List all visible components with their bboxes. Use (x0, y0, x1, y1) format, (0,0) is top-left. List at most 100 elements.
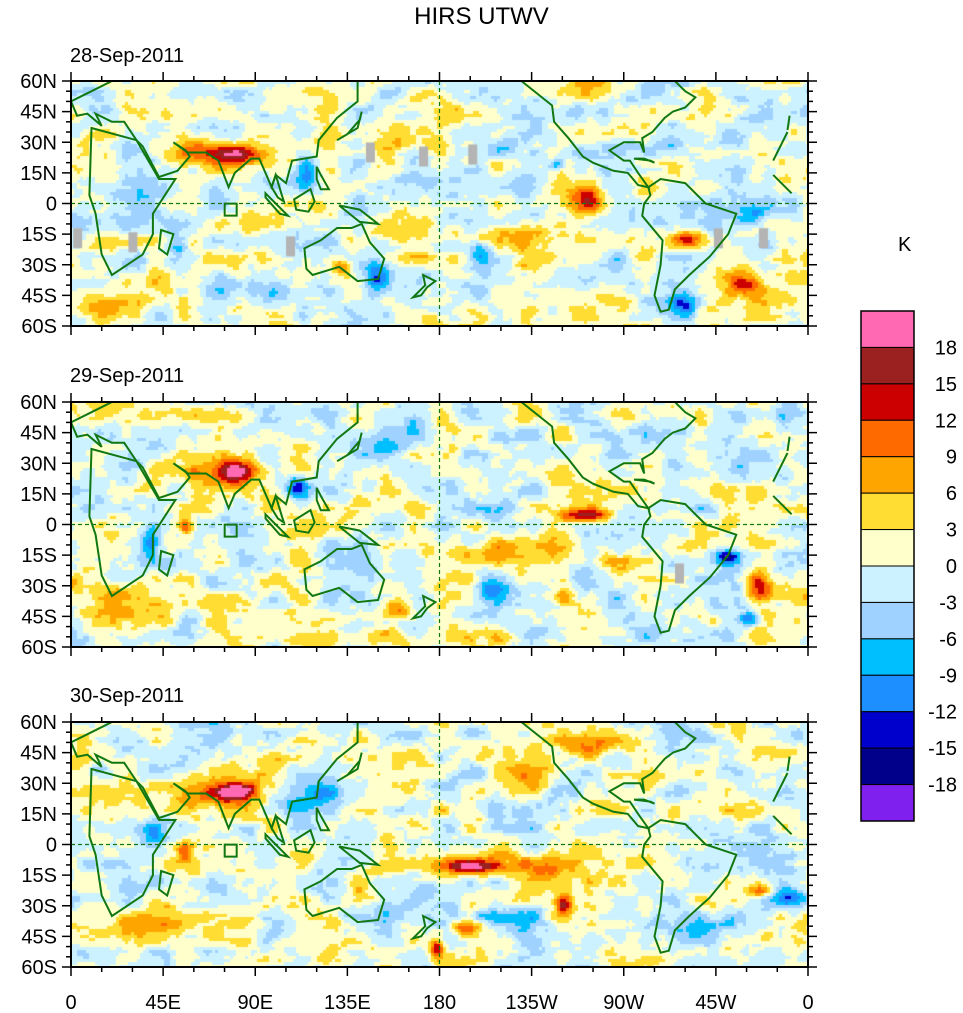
y-tick-label: 15N (20, 484, 57, 506)
y-tick-label: 15S (21, 865, 57, 887)
x-tick-label: 180 (423, 992, 456, 1013)
coastline (270, 812, 286, 845)
coastline (772, 815, 793, 836)
coastline (270, 492, 286, 525)
coastline (88, 767, 178, 918)
coastline (338, 525, 382, 547)
coastline (786, 436, 791, 452)
y-tick-label: 30N (20, 132, 57, 154)
colorbar-label: -3 (939, 592, 957, 614)
coastline (157, 549, 175, 578)
colorbar-swatch (860, 711, 915, 749)
coastline (292, 828, 316, 854)
y-tick-label: 45N (20, 102, 57, 124)
y-tick-label: 30N (20, 453, 57, 475)
coastline (786, 756, 791, 772)
colorbar-swatch (860, 747, 915, 786)
coastline (633, 157, 655, 164)
x-tick-label: 90W (603, 992, 644, 1013)
colorbar-label: 9 (946, 447, 957, 469)
y-tick-label: 60N (20, 71, 57, 93)
x-tick-label: 135W (506, 992, 558, 1013)
coastline (303, 222, 386, 283)
colorbar-label: 6 (946, 483, 957, 505)
y-tick-label: 30S (21, 896, 57, 918)
x-tick-label: 135E (324, 992, 371, 1013)
y-tick-label: 15N (20, 163, 57, 185)
coastline (88, 447, 178, 598)
coastline (88, 126, 178, 277)
coastline (772, 772, 789, 803)
y-tick-label: 45N (20, 423, 57, 445)
colorbar-label: -9 (939, 665, 957, 687)
y-tick-label: 30N (20, 773, 57, 795)
region-box (223, 843, 238, 858)
panel-2-coastlines (71, 402, 793, 634)
coastline (71, 81, 359, 191)
y-tick-label: 30S (21, 576, 57, 598)
coastline (292, 187, 316, 213)
coastline (464, 81, 698, 189)
y-tick-label: 15N (20, 804, 57, 826)
coastline (264, 511, 292, 539)
y-tick-label: 60S (21, 957, 57, 979)
colorbar-swatch (860, 565, 915, 603)
coastline (464, 722, 698, 830)
colorbar-swatch (860, 784, 915, 822)
y-tick-label: 30S (21, 255, 57, 277)
coastline (315, 807, 331, 832)
colorbar-swatch (860, 419, 915, 458)
coastline (641, 498, 738, 634)
panel-1-coastlines (71, 81, 793, 313)
colorbar-label: -6 (939, 629, 957, 651)
chart-title: HIRS UTWV (414, 3, 549, 30)
colorbar-label: 18 (935, 337, 957, 359)
colorbar-label: -18 (928, 775, 957, 797)
coastline (633, 798, 655, 805)
coastline (157, 869, 175, 898)
panel-2-date: 29-Sep-2011 (70, 365, 185, 387)
colorbar-swatch (860, 346, 915, 385)
colorbar-swatch (860, 492, 915, 531)
y-tick-label: 45S (21, 606, 57, 628)
region-box (223, 202, 238, 217)
coastline (338, 845, 382, 867)
coastline (315, 166, 331, 191)
colorbar-units: K (898, 234, 912, 256)
coastline (409, 914, 438, 941)
coastline (772, 495, 793, 516)
y-tick-label: 60N (20, 392, 57, 414)
colorbar-swatch (860, 674, 915, 713)
x-tick-label: 0 (802, 992, 813, 1013)
y-tick-label: 45S (21, 926, 57, 948)
coastline (270, 171, 286, 204)
colorbar-label: -12 (928, 702, 957, 724)
x-tick-label: 45W (695, 992, 736, 1013)
coastline (633, 478, 655, 485)
region-box (223, 523, 238, 538)
colorbar-swatch (860, 601, 915, 640)
coastline (71, 722, 359, 832)
colorbar-swatch (860, 383, 915, 421)
colorbar-frame (860, 310, 915, 822)
panel-3-date: 30-Sep-2011 (70, 685, 185, 707)
y-tick-label: 15S (21, 545, 57, 567)
coastline (303, 543, 386, 604)
coastline (786, 115, 791, 131)
y-tick-label: 45N (20, 743, 57, 765)
coastline (336, 432, 363, 463)
y-tick-label: 45S (21, 285, 57, 307)
coastline (336, 752, 363, 783)
x-tick-label: 90E (237, 992, 273, 1013)
coastline (315, 487, 331, 512)
coastline (409, 273, 438, 300)
coastline (264, 831, 292, 859)
coastline (71, 402, 359, 512)
panel-3-coastlines (71, 722, 793, 954)
coastline (641, 818, 738, 954)
colorbar-label: -15 (928, 738, 957, 760)
y-tick-label: 60S (21, 316, 57, 338)
colorbar-label: 3 (946, 520, 957, 542)
colorbar-label: 0 (946, 556, 957, 578)
